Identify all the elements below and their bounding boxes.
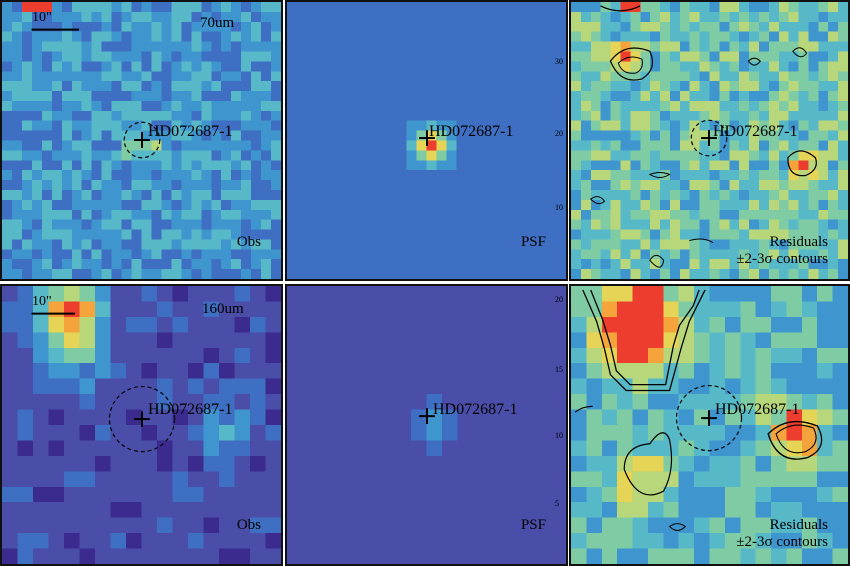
contour-line: [574, 405, 593, 413]
scale-label: 10": [32, 294, 52, 309]
aperture-circle: [675, 384, 743, 452]
contour-line: [590, 289, 700, 386]
contour-line: [609, 47, 654, 81]
target-label: HD072687-1: [148, 401, 233, 418]
psf-160um-image: [287, 286, 566, 564]
panel-tag: Residuals: [769, 234, 828, 250]
band-label: 160um: [202, 301, 244, 317]
panel-tag: Obs: [236, 234, 261, 250]
panel-tag: Residuals: [769, 517, 828, 533]
contour-line: [792, 47, 808, 58]
aperture-circle: [123, 121, 161, 159]
tick-label: 20: [555, 129, 563, 138]
contour-line: [582, 289, 706, 392]
psf-70um-overlay: [419, 130, 435, 146]
residuals-70um-overlay: [589, 5, 817, 268]
target-label: HD072687-1: [429, 123, 514, 140]
band-label: 70um: [200, 15, 235, 31]
contour-line: [787, 150, 817, 177]
obs-70um-overlay: [31, 28, 161, 159]
panel-70um-obs: 10" 70um HD072687-1 Obs: [0, 0, 283, 281]
contour-line: [668, 523, 687, 531]
scale-label: 10": [32, 10, 52, 25]
contour-line: [617, 56, 643, 74]
tick-label: 30: [555, 57, 563, 66]
contour-line: [648, 172, 671, 178]
panel-tag: PSF: [520, 517, 546, 533]
tick-label: 10: [555, 203, 563, 212]
panel-tag-contours: ±2-3σ contours: [736, 534, 828, 550]
tick-label: 15: [555, 365, 563, 374]
tick-label: 5: [555, 499, 559, 508]
aperture-circle: [690, 119, 728, 157]
contour-line: [589, 196, 606, 205]
aperture-circle: [108, 385, 176, 453]
target-label: HD072687-1: [148, 123, 233, 140]
panel-tag-contours: ±2-3σ contours: [736, 251, 828, 267]
panel-tag: PSF: [520, 234, 546, 250]
contour-line: [623, 432, 673, 496]
panel-160um-psf: 20 15 10 5 HD072687-1 PSF: [285, 284, 568, 566]
target-label: HD072687-1: [713, 123, 798, 140]
contour-line: [747, 57, 761, 66]
tick-label: 20: [555, 295, 563, 304]
target-label: HD072687-1: [715, 401, 800, 418]
contour-line: [767, 420, 823, 460]
panel-70um-residuals: HD072687-1 Residuals ±2-3σ contours: [569, 0, 850, 281]
residuals-160um-overlay: [574, 289, 823, 531]
tick-label: 10: [555, 431, 563, 440]
target-label: HD072687-1: [433, 401, 518, 418]
panel-160um-residuals: HD072687-1 Residuals ±2-3σ contours: [569, 284, 850, 566]
contour-line: [649, 254, 665, 268]
panel-160um-obs: 10" 160um HD072687-1 Obs: [0, 284, 283, 566]
contour-line: [775, 424, 817, 454]
psf-160um-overlay: [419, 408, 435, 425]
panel-tag: Obs: [236, 517, 261, 533]
contour-line: [600, 5, 641, 12]
contour-line: [689, 238, 714, 243]
obs-160um-overlay: [31, 312, 176, 453]
panel-70um-psf: 30 20 10 HD072687-1 PSF: [285, 0, 568, 281]
